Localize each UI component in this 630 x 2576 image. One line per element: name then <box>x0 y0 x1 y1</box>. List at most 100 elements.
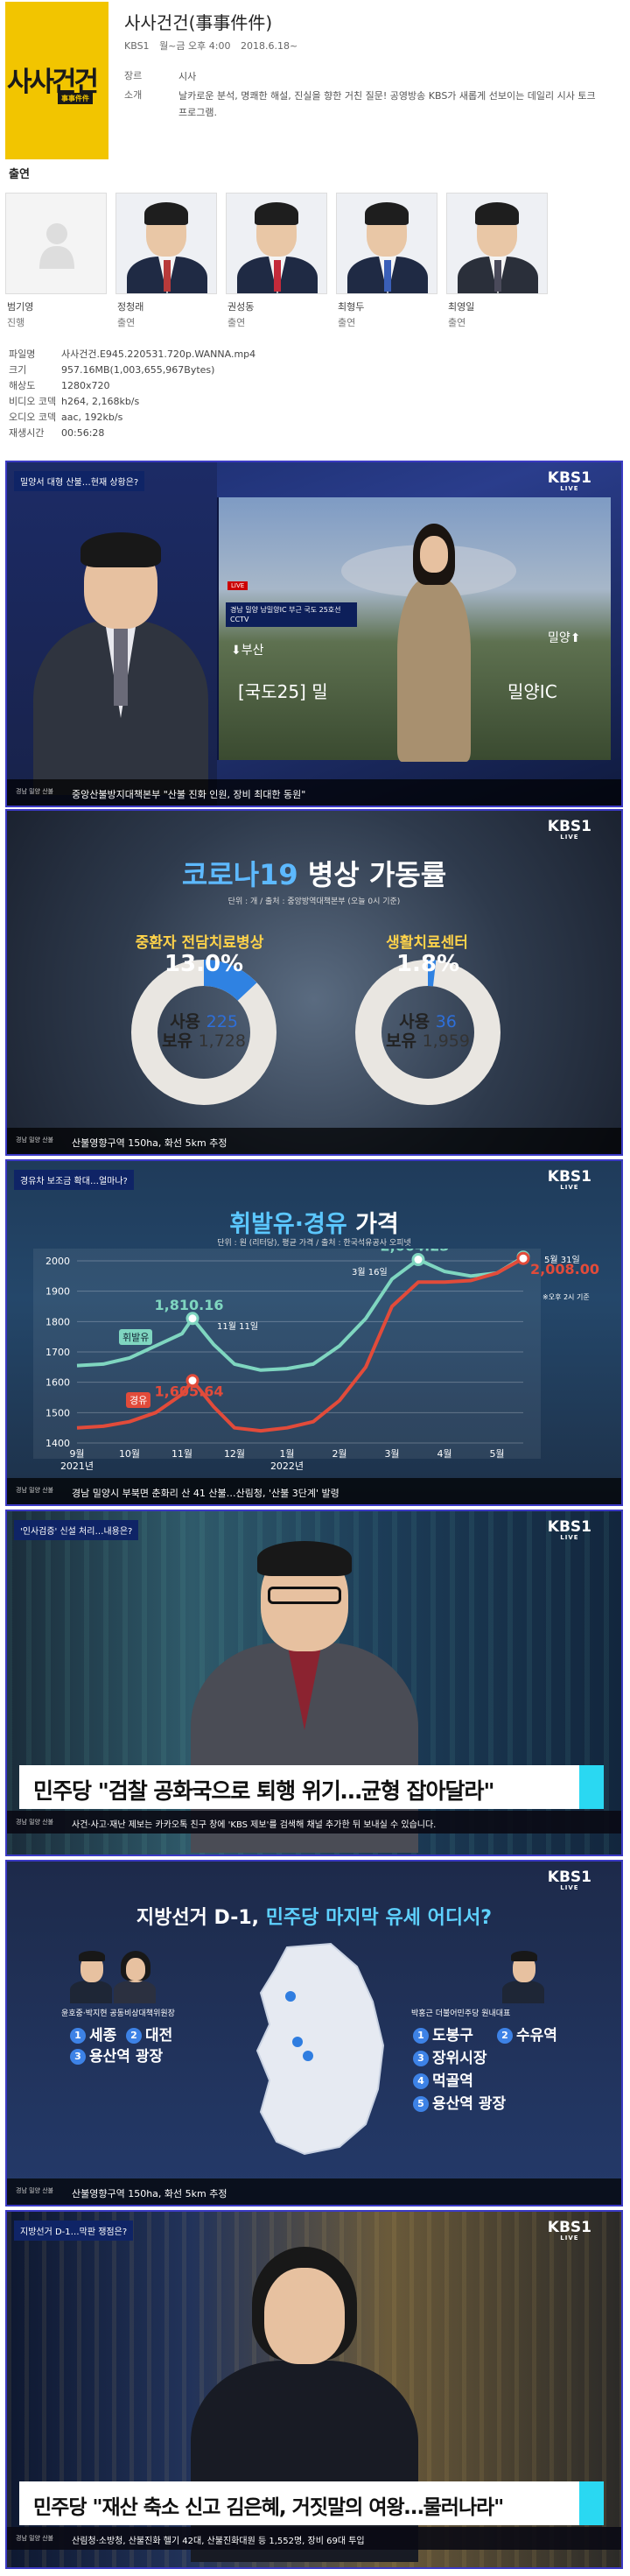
ticker-tag: 경남 밀양 산불 <box>16 1487 54 1494</box>
series-label-diesel: 경유 <box>126 1392 151 1408</box>
x-tick-label: 12월 <box>224 1448 245 1460</box>
cast-name-2[interactable]: 정청래 <box>117 301 144 313</box>
video-frame-6[interactable]: 지방선거 D-1…막판 쟁점은? KBS1 LIVE 민주당 "재산 축소 신고 … <box>5 2210 623 2569</box>
news-ticker: 경남 밀양 산불 산림청·소방청, 산불진화 헬기 42대, 산불진화대원 등 … <box>7 2527 621 2550</box>
x-tick-label: 10월 <box>119 1448 140 1460</box>
donut-label-center: 생활치료센터 <box>386 934 468 952</box>
genre-value: 시사 <box>178 71 197 82</box>
cast-photo-placeholder[interactable] <box>5 193 107 294</box>
poster-badge: 事事件件 <box>58 93 93 104</box>
video-frame-4[interactable]: '인사검증' 신설 처리…내용은? KBS1 LIVE 민주당 "검찰 공화국으로… <box>5 1510 623 1856</box>
series-line-diesel <box>76 1256 524 1433</box>
program-meta: KBS1 월~금 오후 4:00 2018.6.18~ <box>124 39 304 53</box>
annot-time: ※오후 2시 기준 <box>542 1293 590 1301</box>
kbs1-live-logo: KBS1 LIVE <box>547 1518 592 1542</box>
cctv-location-tag: 경남 밀양 남밀양IC 부근 국도 25호선 CCTV <box>226 602 357 627</box>
cast-photo-2[interactable] <box>116 193 217 294</box>
left-place-2: 2 대전 <box>126 2023 172 2045</box>
start-date: 2018.6.18~ <box>240 40 298 52</box>
x-tick-label: 2월 <box>332 1448 346 1460</box>
cast-name-1[interactable]: 범기영 <box>7 301 34 313</box>
topic-label: 밀양서 대형 산불…현재 상황은? <box>14 471 145 491</box>
fuel-price-line-chart: 1400 1500 1600 1700 1800 1900 2000 9월 10월 11월 12월… <box>33 1249 599 1472</box>
map-pin <box>285 1991 296 2002</box>
ticker-text: 경남 밀양시 부북면 춘화리 산 41 산불…산림청, '산불 3단계' 발령 <box>72 1488 340 1499</box>
headline-caption: 민주당 "검찰 공화국으로 퇴행 위기…균형 잡아달라" <box>19 1765 579 1809</box>
right-place-3: 3 장위시장 <box>413 2045 487 2067</box>
kbs1-live-logo: KBS1 LIVE <box>547 1168 592 1192</box>
right-speaker-label: 박홍근 더불어민주당 원내대표 <box>411 2009 511 2018</box>
data-point <box>186 1312 200 1326</box>
cast-photo-4[interactable] <box>336 193 438 294</box>
ticker-tag: 경남 밀양 산불 <box>16 1137 54 1144</box>
chart-title: 코로나19 병상 가동률 <box>181 858 447 891</box>
anchor-figure <box>33 524 208 795</box>
kbs1-live-logo: KBS1 LIVE <box>547 2219 592 2242</box>
x-tick-label: 3월 <box>384 1448 399 1460</box>
series-label-gasoline: 휘발유 <box>119 1329 153 1345</box>
cast-role-5: 출연 <box>448 317 466 328</box>
live-badge: LIVE <box>228 581 248 590</box>
avatar <box>65 1949 117 2003</box>
y-tick-label: 1700 <box>46 1347 70 1358</box>
cast-photo-5[interactable] <box>446 193 548 294</box>
headline-text: 민주당 "검찰 공화국으로 퇴행 위기…균형 잡아달라" <box>33 1778 495 1804</box>
data-point <box>186 1374 200 1388</box>
x-tick-label: 5월 <box>489 1448 504 1460</box>
cast-heading: 출연 <box>9 168 30 181</box>
road-sign-text: [국도25] 밀 <box>238 681 328 702</box>
chart-title: 휘발유·경유 가격 <box>229 1211 399 1238</box>
genre-label: 장르 <box>124 70 143 81</box>
cast-role-2: 출연 <box>117 317 136 328</box>
ticker-text: 산림청·소방청, 산불진화 헬기 42대, 산불진화대원 등 1,552명, 장… <box>72 2537 365 2546</box>
headline-caption: 민주당 "재산 축소 신고 김은혜, 거짓말의 여왕…물러나라" <box>19 2481 579 2525</box>
chart-series <box>76 1250 530 1433</box>
cast-name-4[interactable]: 최형두 <box>338 301 365 313</box>
chart-subtitle: 단위 : 개 / 출처 : 중앙방역대책본부 (오늘 0시 기준) <box>228 897 401 906</box>
y-tick-label: 2000 <box>46 1256 70 1267</box>
y-tick-label: 1800 <box>46 1316 70 1327</box>
x-tick-label: 4월 <box>437 1448 452 1460</box>
donut-values-icu: 사용 225 보유 1,728 <box>162 1012 246 1051</box>
file-info-row: 해상도 1280x720 <box>9 380 110 391</box>
ticker-text: 산불영향구역 150ha, 화선 5km 추정 <box>72 1137 228 1149</box>
kbs1-live-logo: KBS1 LIVE <box>547 469 592 493</box>
chart-data-labels: 1,810.162,004.232,012.331,605.642,008.00 <box>155 1249 599 1400</box>
glasses-icon <box>268 1587 341 1604</box>
right-place-1: 1 도봉구 <box>413 2023 473 2045</box>
news-ticker: 경남 밀양 산불 산불영향구역 150ha, 화선 5km 추정 <box>7 1128 621 1154</box>
news-ticker: 경남 밀양 산불 산불영향구역 150ha, 화선 5km 추정 <box>7 2178 621 2205</box>
video-frame-5[interactable]: KBS1 LIVE 지방선거 D-1, 민주당 마지막 유세 어디서? 윤호중·박… <box>5 1860 623 2206</box>
ticker-text: 산불영향구역 150ha, 화선 5km 추정 <box>72 2188 228 2199</box>
cast-role-4: 출연 <box>338 317 356 328</box>
video-frame-2[interactable]: KBS1 LIVE 코로나19 병상 가동률 단위 : 개 / 출처 : 중앙방역… <box>5 809 623 1156</box>
graphic-title: 지방선거 D-1, 민주당 마지막 유세 어디서? <box>136 1907 493 1929</box>
ticker-text: 중앙산불방지대책본부 "산불 진화 인원, 장비 최대한 동원" <box>72 789 306 800</box>
donut-slice-center <box>355 960 500 1105</box>
x-axis-ticks: 9월 10월 11월 12월 1월 2월 3월 4월 5월 2021년 2022년 <box>60 1448 505 1472</box>
cctv-screen: LIVE 경남 밀양 남밀양IC 부근 국도 25호선 CCTV ⬇부산 밀양⬆… <box>217 497 611 762</box>
data-point <box>516 1251 530 1265</box>
file-info-row: 재생시간 00:56:28 <box>9 427 105 439</box>
right-place-2: 2 수유역 <box>497 2023 557 2045</box>
topic-label: 지방선거 D-1…막판 쟁점은? <box>14 2221 134 2241</box>
cast-photo-3[interactable] <box>226 193 327 294</box>
intro-value: 날카로운 분석, 명쾌한 해설, 진실을 향한 거친 질문! 공영방송 KBS가… <box>178 90 596 118</box>
x-year-label: 2022년 <box>270 1460 304 1472</box>
kbs1-live-logo: KBS1 LIVE <box>547 818 592 841</box>
reporter-figure <box>390 520 478 762</box>
direction-busan: ⬇부산 <box>231 644 264 658</box>
ticker-text: 사건·사고·재난 제보는 카카오톡 친구 창에 'KBS 제보'를 검색해 채널… <box>72 1820 437 1830</box>
ticker-tag: 경남 밀양 산불 <box>16 2535 54 2542</box>
news-ticker: 경남 밀양 산불 경남 밀양시 부북면 춘화리 산 41 산불…산림청, '산불… <box>7 1478 621 1504</box>
cast-name-3[interactable]: 권성동 <box>228 301 255 313</box>
y-tick-label: 1900 <box>46 1286 70 1298</box>
x-tick-label: 9월 <box>69 1448 84 1460</box>
cast-name-5[interactable]: 최영일 <box>448 301 475 313</box>
news-ticker: 경남 밀양 산불 중앙산불방지대책본부 "산불 진화 인원, 장비 최대한 동원… <box>7 779 621 806</box>
topic-label: 경유차 보조금 확대…얼마나? <box>14 1170 134 1190</box>
file-info-row: 크기 957.16MB(1,003,655,967Bytes) <box>9 364 215 376</box>
korea-map <box>256 1942 385 2156</box>
video-frame-1[interactable]: LIVE 경남 밀양 남밀양IC 부근 국도 25호선 CCTV ⬇부산 밀양⬆… <box>5 461 623 807</box>
video-frame-3[interactable]: 경유차 보조금 확대…얼마나? KBS1 LIVE 휘발유·경유 가격 단위 : … <box>5 1159 623 1506</box>
